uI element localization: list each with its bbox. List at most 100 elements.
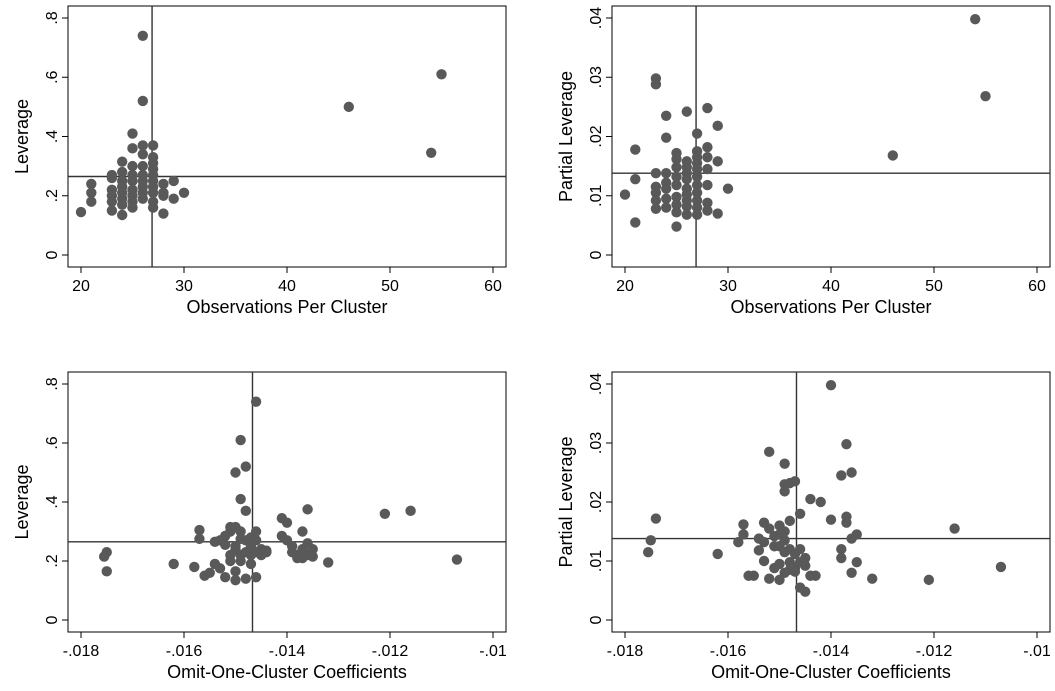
- data-point: [671, 199, 682, 210]
- data-point: [281, 517, 293, 528]
- data-point: [204, 567, 215, 578]
- data-point: [302, 504, 313, 515]
- data-point: [691, 128, 703, 139]
- data-point: [240, 573, 251, 584]
- data-point: [779, 458, 790, 469]
- data-point: [995, 561, 1007, 573]
- data-point: [650, 513, 662, 524]
- data-point: [250, 572, 262, 583]
- data-point: [671, 191, 682, 203]
- data-point: [436, 69, 447, 80]
- data-point: [671, 171, 682, 182]
- data-point: [307, 551, 318, 562]
- x-tick-label: 20: [616, 278, 634, 295]
- data-point: [779, 526, 790, 537]
- data-point: [451, 554, 463, 565]
- data-point: [794, 544, 806, 555]
- data-point: [681, 201, 692, 212]
- y-axis-title: Partial Leverage: [556, 436, 576, 567]
- data-point: [619, 189, 631, 200]
- data-point: [650, 195, 662, 206]
- data-point: [784, 515, 795, 527]
- data-point: [764, 573, 775, 584]
- y-axis-title: Leverage: [12, 99, 32, 174]
- data-point: [137, 149, 148, 160]
- data-point: [168, 558, 179, 570]
- x-tick-label: -.014: [813, 643, 850, 660]
- data-point: [691, 187, 703, 198]
- data-point: [800, 586, 811, 597]
- data-point: [127, 160, 138, 172]
- data-point: [671, 221, 682, 232]
- data-point: [250, 396, 262, 407]
- data-point: [117, 199, 128, 210]
- x-axis-title: Observations Per Cluster: [730, 297, 931, 317]
- x-tick-label: 20: [72, 278, 90, 295]
- data-point: [691, 163, 703, 175]
- y-tick-label: 0: [588, 250, 605, 259]
- data-point: [250, 526, 262, 537]
- data-point: [127, 128, 138, 139]
- data-point: [789, 566, 801, 577]
- data-point: [738, 529, 749, 540]
- data-point: [147, 187, 159, 198]
- x-tick-label: 50: [381, 278, 399, 295]
- y-tick-label: .01: [588, 550, 605, 572]
- y-tick-label: .4: [44, 130, 61, 143]
- data-point: [650, 203, 662, 214]
- data-point: [702, 152, 713, 163]
- data-point: [235, 493, 246, 505]
- data-point: [671, 162, 682, 173]
- data-point: [645, 535, 656, 546]
- y-tick-label: 0: [44, 615, 61, 624]
- data-point: [405, 505, 416, 517]
- data-point: [661, 202, 672, 213]
- data-point: [805, 493, 816, 505]
- data-point: [323, 557, 334, 568]
- data-point: [712, 120, 723, 132]
- y-axis-title: Partial Leverage: [556, 71, 576, 202]
- data-point: [214, 563, 226, 574]
- data-point: [661, 183, 672, 194]
- data-point: [86, 187, 97, 198]
- y-tick-label: .01: [588, 185, 605, 207]
- y-axis-title: Leverage: [12, 464, 32, 539]
- data-point: [691, 179, 703, 191]
- data-point: [261, 545, 272, 556]
- data-point: [127, 175, 138, 187]
- y-tick-label: .04: [588, 373, 605, 395]
- data-point: [661, 110, 672, 121]
- x-tick-label: 60: [484, 278, 502, 295]
- data-point: [738, 519, 749, 530]
- data-point: [194, 533, 205, 545]
- y-tick-label: .03: [588, 66, 605, 88]
- data-point: [147, 140, 159, 151]
- data-point: [650, 187, 662, 198]
- y-tick-label: .02: [588, 125, 605, 147]
- data-point: [343, 101, 354, 113]
- y-tick-label: .04: [588, 7, 605, 29]
- data-point: [846, 467, 857, 478]
- data-point: [101, 546, 112, 558]
- x-tick-label: -.01: [1023, 643, 1051, 660]
- data-point: [630, 144, 641, 155]
- x-axis-title: Omit-One-Cluster Coefficients: [167, 662, 407, 682]
- data-point: [250, 535, 262, 546]
- data-point: [779, 535, 790, 546]
- data-point: [733, 536, 744, 548]
- data-point: [702, 141, 713, 153]
- data-point: [702, 102, 713, 114]
- panel-leverage-vs-coefficients: -.018 -.016 -.014 -.012 -.01 0 .2 .4 .6 .8 Omit-On…: [12, 371, 507, 682]
- data-point: [230, 566, 241, 577]
- data-point: [194, 524, 205, 536]
- data-point: [836, 544, 847, 555]
- data-point: [841, 438, 852, 450]
- data-point: [642, 546, 654, 558]
- data-point: [147, 202, 159, 213]
- x-tick-label: -.018: [607, 643, 644, 660]
- x-tick-label: 30: [175, 278, 193, 295]
- x-tick-label: -.01: [479, 643, 507, 660]
- data-point: [235, 526, 246, 537]
- data-point: [671, 153, 682, 165]
